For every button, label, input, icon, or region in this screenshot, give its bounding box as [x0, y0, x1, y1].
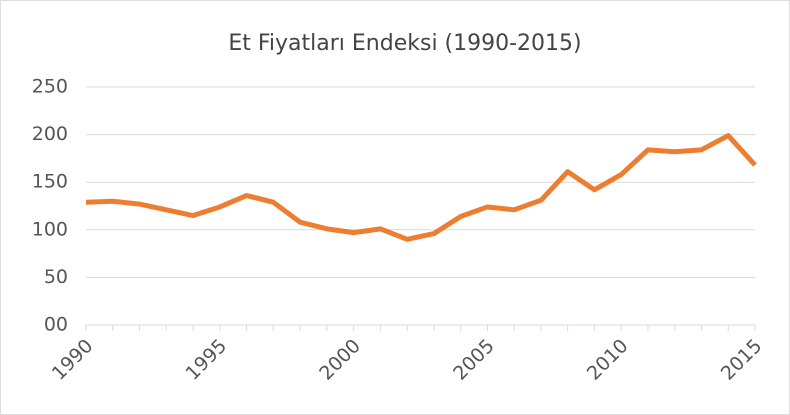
chart-title: Et Fiyatları Endeksi (1990-2015) [228, 31, 581, 56]
y-tick-label: 250 [32, 76, 68, 98]
data-line [85, 133, 757, 242]
y-tick-label: 100 [32, 218, 68, 240]
y-tick-label: 50 [44, 266, 68, 288]
y-tick-label: 00 [44, 314, 68, 336]
y-tick-label: 200 [32, 123, 68, 145]
y-tick-label: 150 [32, 171, 68, 193]
